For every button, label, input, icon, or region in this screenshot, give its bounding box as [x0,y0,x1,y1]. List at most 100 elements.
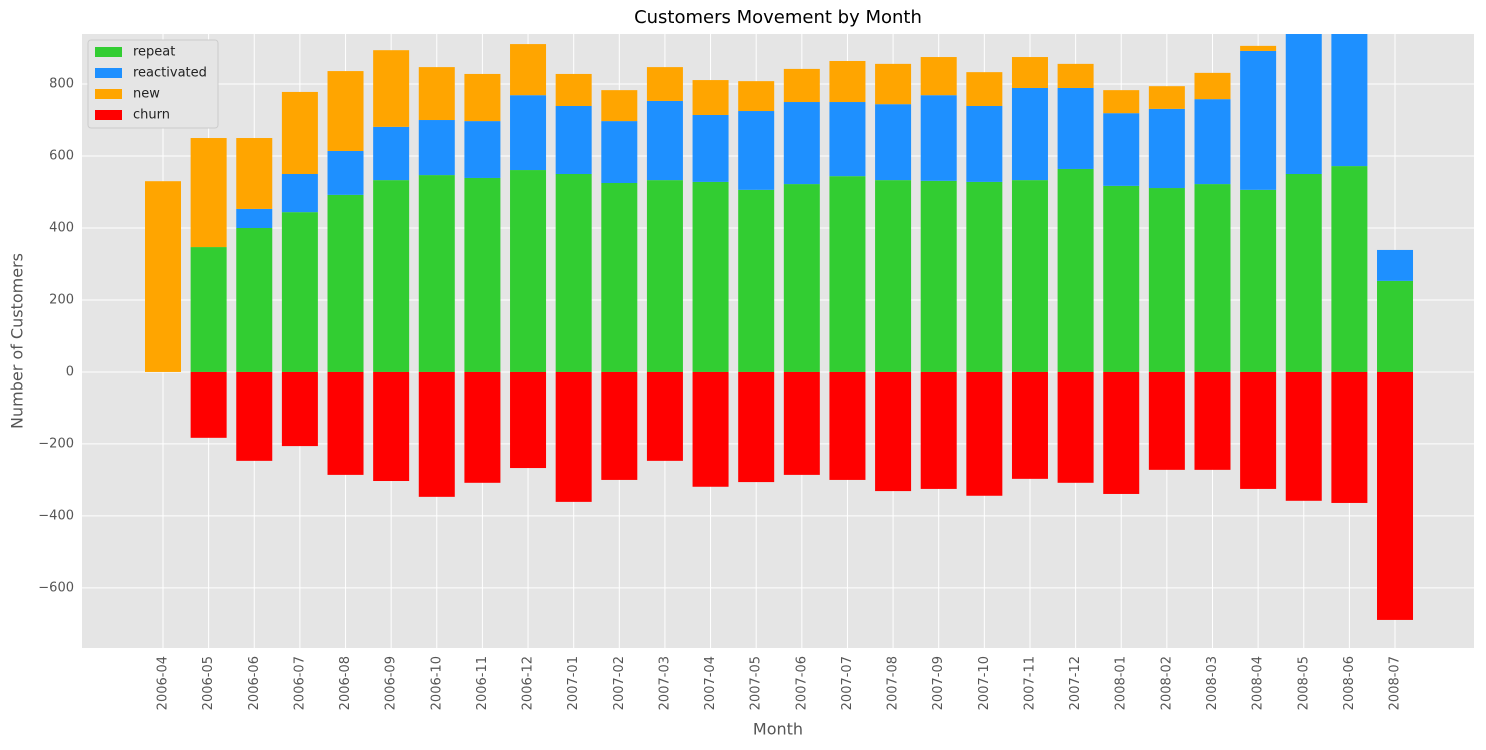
x-tick-label: 2008-02 [1159,656,1174,710]
bar [829,371,866,480]
legend-box [87,39,219,129]
x-tick-label: 2006-07 [292,656,307,710]
x-tick-label: 2008-04 [1251,656,1266,710]
bar [281,212,318,372]
x-tick-label: 2007-11 [1022,656,1037,710]
bar [738,189,775,372]
bar [1194,371,1231,470]
bar [1331,371,1368,503]
bar [555,105,592,175]
bar [1148,188,1185,372]
bar [1331,166,1368,372]
x-tick-label: 2007-10 [977,656,992,710]
bar [783,102,820,185]
chart-title: Customers Movement by Month [634,7,922,28]
x-tick-label: 2008-07 [1388,656,1403,710]
x-tick-label: 2007-12 [1068,656,1083,710]
bar [601,90,638,122]
bar [829,102,866,177]
bar [920,57,957,96]
x-tick-label: 2007-01 [566,656,581,710]
bar [1285,174,1322,372]
x-tick-label: 2006-12 [521,656,536,710]
x-tick-label: 2007-08 [886,656,901,710]
bar [1194,72,1231,100]
bar [190,247,227,372]
bar [418,371,455,497]
bar [1057,87,1094,169]
bar [920,95,957,181]
bar [875,180,912,372]
bar [1286,23,1322,30]
x-tick-label: 2006-09 [384,656,399,710]
y-tick-label: 400 [49,220,74,235]
bar [829,60,866,103]
bar [145,181,181,372]
y-axis-label: Number of Customers [8,253,27,429]
bar [464,73,501,122]
bar [1194,99,1231,185]
bar [1377,280,1414,372]
bar [236,227,273,372]
x-tick-label: 2007-05 [749,656,764,710]
x-tick-label: 2008-05 [1296,656,1311,710]
bar [601,371,638,480]
bar [875,63,912,105]
bar [646,371,683,461]
bar [1011,371,1048,479]
x-tick-label: 2006-05 [201,656,216,710]
bar [920,371,957,489]
bar [692,80,729,115]
bars [145,22,1414,620]
bar [418,67,455,121]
bar [236,138,273,209]
legend-label: repeat [133,45,175,60]
bar [738,111,775,190]
y-tick-label: 800 [49,77,74,92]
legend: repeat reactivated new churn [87,39,219,129]
bar [966,72,1003,106]
bar [464,371,501,483]
bar [1148,108,1185,189]
legend-swatch [95,68,122,78]
bar [1148,86,1185,109]
bar [1057,371,1094,483]
bar [555,371,592,502]
x-tick-label: 2007-02 [612,656,627,710]
y-tick-label: 600 [49,149,74,164]
x-tick-label: 2006-10 [429,656,444,710]
bar [510,44,547,96]
bar [1377,371,1414,620]
bar [1194,184,1231,372]
bar [327,71,364,151]
x-tick-label: 2008-03 [1205,656,1220,710]
bar [373,371,410,482]
bar [1285,371,1322,501]
bar [1148,371,1185,470]
x-axis-label: Month [753,720,803,739]
bar [1331,22,1367,29]
bar [1011,180,1048,372]
bar [692,114,729,182]
x-tick-label: 2006-04 [156,656,171,710]
bar [1103,90,1140,114]
bar [738,81,775,112]
legend-label: reactivated [133,66,207,81]
bar [190,138,227,248]
bar [281,91,318,175]
bar [646,67,683,101]
bar [1240,371,1277,489]
legend-label: new [133,87,160,102]
bar [1011,57,1048,88]
bar [783,371,820,475]
bar [236,208,273,228]
bar [327,371,364,475]
bar [510,95,547,171]
bar [1057,168,1094,372]
x-tick-label: 2007-04 [703,656,718,710]
x-tick-label: 2007-09 [931,656,946,710]
bar [646,180,683,372]
bar [1103,185,1140,372]
